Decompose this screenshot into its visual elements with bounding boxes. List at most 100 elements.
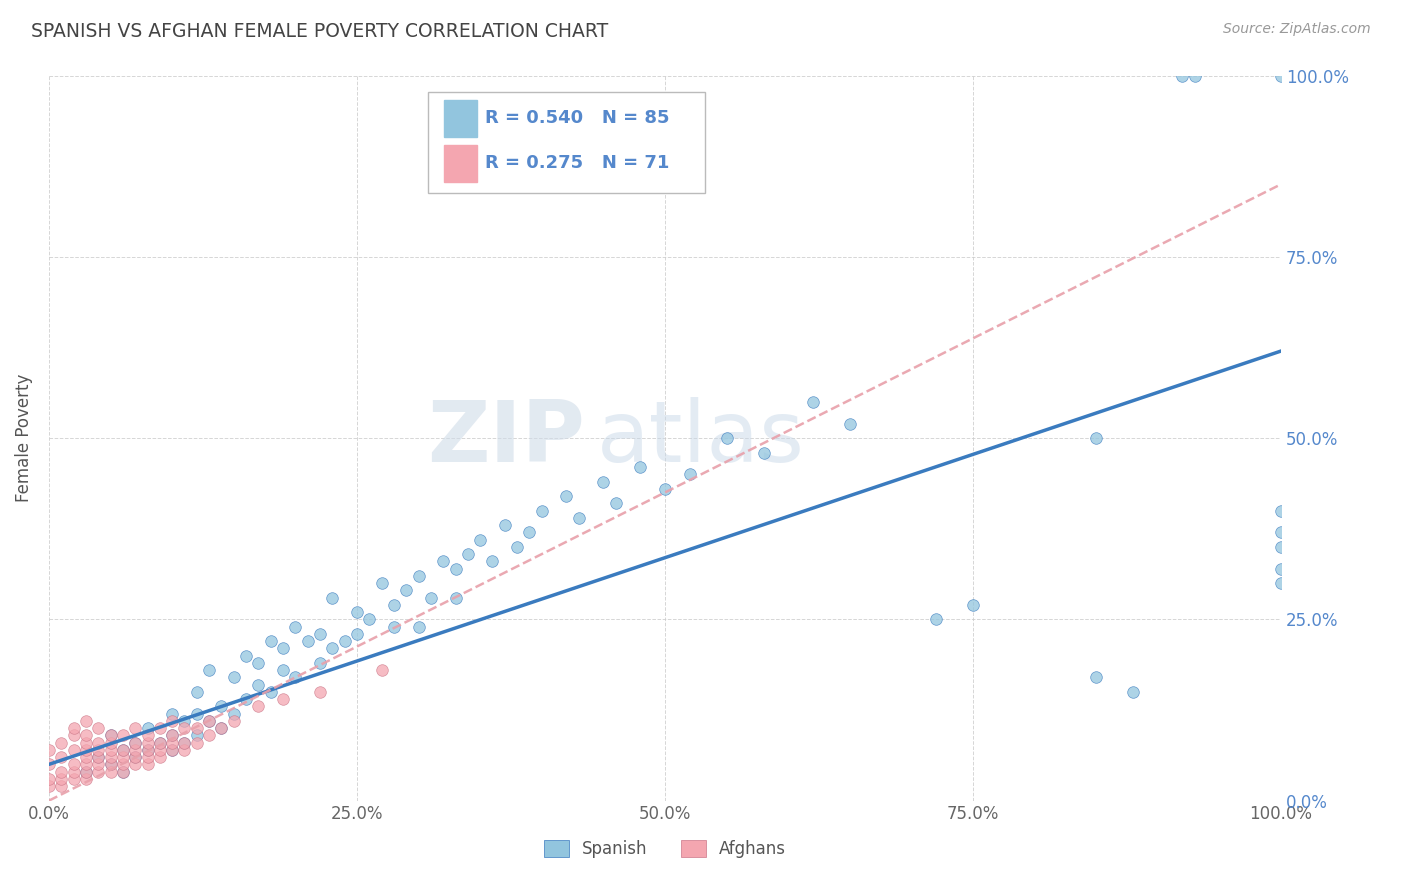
- Point: [87, 757, 110, 772]
- Point: [149, 721, 172, 735]
- Point: [173, 714, 195, 728]
- Point: [87, 736, 110, 750]
- Point: [271, 692, 294, 706]
- Point: [100, 750, 122, 764]
- Point: [124, 750, 146, 764]
- Point: [149, 743, 172, 757]
- Point: [555, 489, 578, 503]
- Point: [186, 685, 208, 699]
- Point: [432, 554, 454, 568]
- Point: [1184, 69, 1206, 83]
- Point: [87, 743, 110, 757]
- Point: [100, 736, 122, 750]
- Point: [271, 663, 294, 677]
- Text: SPANISH VS AFGHAN FEMALE POVERTY CORRELATION CHART: SPANISH VS AFGHAN FEMALE POVERTY CORRELA…: [31, 22, 609, 41]
- Point: [111, 728, 134, 742]
- Point: [136, 757, 159, 772]
- Point: [1270, 69, 1292, 83]
- Point: [75, 757, 97, 772]
- Point: [494, 518, 516, 533]
- Point: [75, 714, 97, 728]
- Point: [198, 714, 221, 728]
- Point: [678, 467, 700, 482]
- Point: [198, 714, 221, 728]
- Point: [382, 619, 405, 633]
- Point: [309, 627, 332, 641]
- Legend: Spanish, Afghans: Spanish, Afghans: [537, 833, 793, 865]
- Point: [136, 743, 159, 757]
- Point: [173, 736, 195, 750]
- Point: [136, 750, 159, 764]
- Point: [605, 496, 627, 510]
- Point: [628, 460, 651, 475]
- Point: [149, 736, 172, 750]
- Point: [530, 503, 553, 517]
- Point: [962, 598, 984, 612]
- Point: [1171, 69, 1194, 83]
- Point: [75, 750, 97, 764]
- Point: [173, 743, 195, 757]
- Point: [346, 605, 368, 619]
- Point: [321, 641, 343, 656]
- Point: [62, 772, 84, 786]
- Point: [198, 728, 221, 742]
- Point: [75, 772, 97, 786]
- Point: [186, 706, 208, 721]
- Point: [801, 394, 824, 409]
- Point: [100, 757, 122, 772]
- Point: [136, 728, 159, 742]
- Point: [136, 743, 159, 757]
- Point: [752, 445, 775, 459]
- Point: [124, 736, 146, 750]
- Point: [160, 743, 183, 757]
- Point: [260, 685, 283, 699]
- Y-axis label: Female Poverty: Female Poverty: [15, 374, 32, 502]
- Point: [1085, 431, 1108, 445]
- Point: [51, 736, 73, 750]
- Point: [382, 598, 405, 612]
- Point: [75, 764, 97, 779]
- Point: [925, 612, 948, 626]
- Text: atlas: atlas: [598, 397, 806, 480]
- Point: [160, 728, 183, 742]
- Point: [519, 525, 541, 540]
- Point: [186, 721, 208, 735]
- Point: [235, 692, 257, 706]
- Point: [62, 743, 84, 757]
- Point: [1270, 576, 1292, 591]
- Point: [654, 482, 676, 496]
- Point: [198, 663, 221, 677]
- Point: [87, 750, 110, 764]
- Point: [51, 772, 73, 786]
- Point: [75, 764, 97, 779]
- Point: [284, 619, 307, 633]
- Point: [346, 627, 368, 641]
- Point: [211, 721, 233, 735]
- Point: [160, 714, 183, 728]
- Text: Source: ZipAtlas.com: Source: ZipAtlas.com: [1223, 22, 1371, 37]
- Point: [124, 736, 146, 750]
- Point: [62, 764, 84, 779]
- Point: [247, 656, 270, 670]
- Point: [87, 721, 110, 735]
- Point: [222, 714, 245, 728]
- Point: [75, 728, 97, 742]
- Point: [1122, 685, 1144, 699]
- Point: [124, 721, 146, 735]
- Point: [1270, 561, 1292, 575]
- Point: [359, 612, 381, 626]
- Point: [333, 634, 356, 648]
- Point: [838, 417, 860, 431]
- Point: [1270, 525, 1292, 540]
- Point: [1270, 503, 1292, 517]
- Point: [62, 728, 84, 742]
- Point: [149, 750, 172, 764]
- Point: [100, 728, 122, 742]
- Point: [186, 728, 208, 742]
- Point: [260, 634, 283, 648]
- Point: [160, 706, 183, 721]
- Point: [470, 533, 492, 547]
- Point: [284, 670, 307, 684]
- Point: [38, 779, 60, 793]
- Point: [136, 736, 159, 750]
